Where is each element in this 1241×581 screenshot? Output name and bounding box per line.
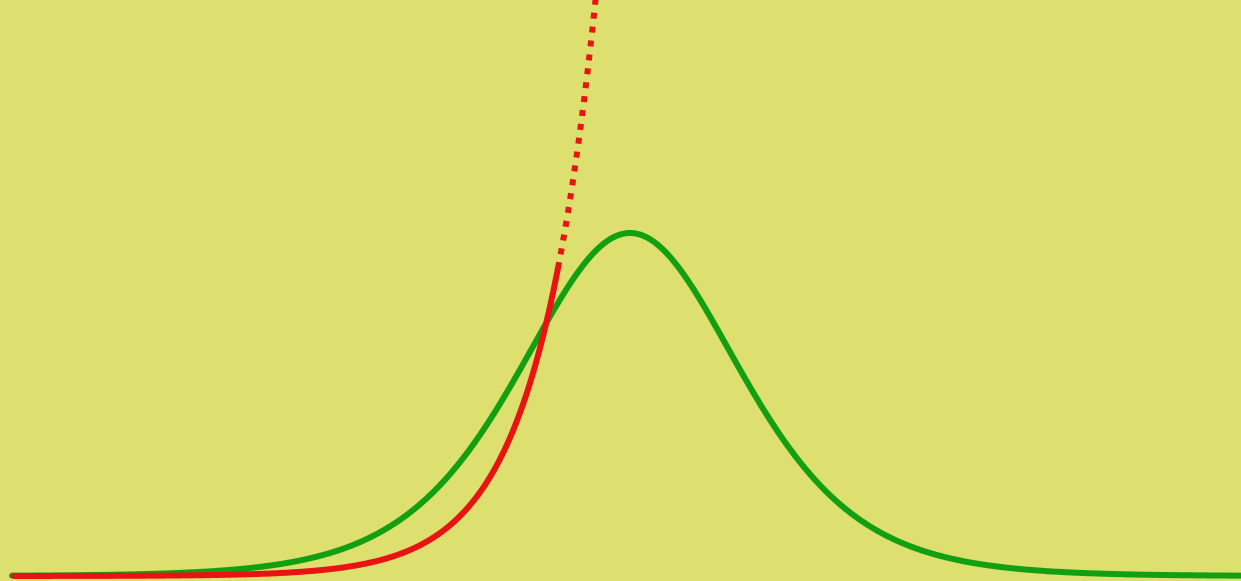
- exponential-curve-solid: [11, 265, 561, 579]
- exponential-curve-dotted: [555, 0, 599, 269]
- bell-curve: [9, 230, 1241, 579]
